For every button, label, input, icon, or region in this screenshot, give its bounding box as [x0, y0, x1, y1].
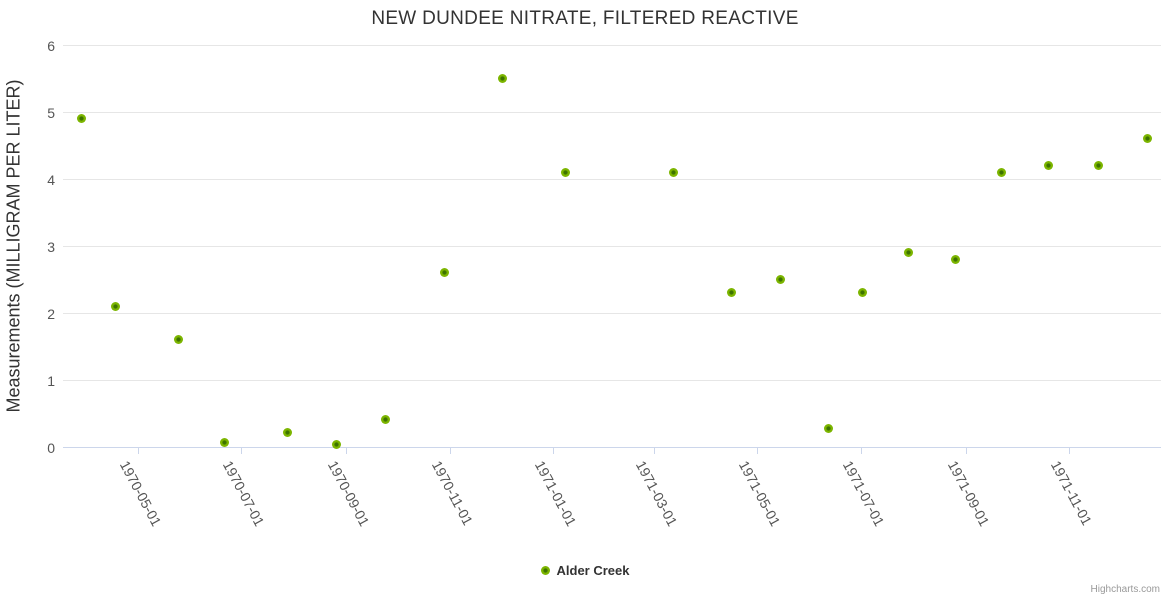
data-point[interactable]	[857, 288, 867, 298]
legend-series-label: Alder Creek	[556, 563, 630, 578]
data-point[interactable]	[498, 74, 508, 83]
x-axis-tick-label: 1971-05-01	[735, 458, 784, 529]
x-axis-tick	[553, 448, 555, 454]
data-point[interactable]	[996, 167, 1006, 177]
data-point[interactable]	[776, 275, 786, 284]
data-point[interactable]	[823, 424, 833, 434]
data-point[interactable]	[380, 415, 390, 425]
x-axis-tick-label: 1970-09-01	[325, 458, 374, 529]
x-axis-tick-label: 1970-05-01	[116, 458, 165, 529]
x-axis-tick-label: 1971-03-01	[632, 458, 681, 529]
data-point[interactable]	[669, 167, 679, 177]
y-axis-tick-label: 1	[47, 373, 55, 389]
x-axis-tick	[860, 448, 862, 454]
gridline	[63, 313, 1161, 314]
x-axis-tick	[757, 448, 759, 454]
legend-item-alder-creek[interactable]: Alder Creek	[0, 563, 1170, 578]
data-point[interactable]	[560, 167, 570, 177]
data-point[interactable]	[282, 427, 292, 437]
data-point[interactable]	[111, 301, 121, 311]
x-axis-tick-label: 1971-11-01	[1048, 458, 1096, 528]
x-axis-tick	[137, 448, 139, 454]
data-point[interactable]	[727, 288, 737, 298]
gridline	[63, 246, 1161, 247]
data-point[interactable]	[331, 439, 341, 449]
x-axis-tick	[965, 448, 967, 454]
data-point[interactable]	[219, 438, 229, 448]
data-point[interactable]	[1142, 134, 1152, 144]
y-axis-tick-label: 2	[47, 306, 55, 322]
x-axis-tick	[1069, 448, 1071, 454]
y-axis-tick-label: 0	[47, 440, 55, 456]
x-axis-tick	[346, 448, 348, 454]
gridline	[63, 380, 1161, 381]
data-point[interactable]	[903, 248, 913, 258]
y-axis-tick-label: 4	[47, 172, 55, 188]
gridline	[63, 45, 1161, 46]
x-axis-tick	[241, 448, 243, 454]
data-point[interactable]	[440, 268, 450, 278]
data-point[interactable]	[77, 114, 87, 124]
x-axis-tick	[653, 448, 655, 454]
data-point[interactable]	[951, 254, 961, 264]
y-axis-tick-label: 3	[47, 239, 55, 255]
highcharts-credits-link[interactable]: Highcharts.com	[1090, 584, 1160, 595]
x-axis-tick-label: 1970-11-01	[428, 458, 477, 528]
chart-title: NEW DUNDEE NITRATE, FILTERED REACTIVE	[371, 8, 799, 29]
x-axis-tick-label: 1971-07-01	[839, 458, 888, 529]
y-axis-tick-label: 6	[47, 38, 55, 54]
x-axis-tick-label: 1971-09-01	[944, 458, 993, 529]
y-axis-tick-label: 5	[47, 105, 55, 121]
x-axis-line	[63, 447, 1161, 448]
x-axis-tick-label: 1971-01-01	[532, 458, 581, 529]
gridline	[63, 179, 1161, 180]
x-axis-tick	[449, 448, 451, 454]
legend-marker-icon	[540, 566, 550, 575]
x-axis-tick-label: 1970-07-01	[220, 458, 268, 529]
data-point[interactable]	[1093, 161, 1103, 171]
data-point[interactable]	[1044, 161, 1054, 171]
data-point[interactable]	[173, 335, 183, 345]
gridline	[63, 112, 1161, 113]
